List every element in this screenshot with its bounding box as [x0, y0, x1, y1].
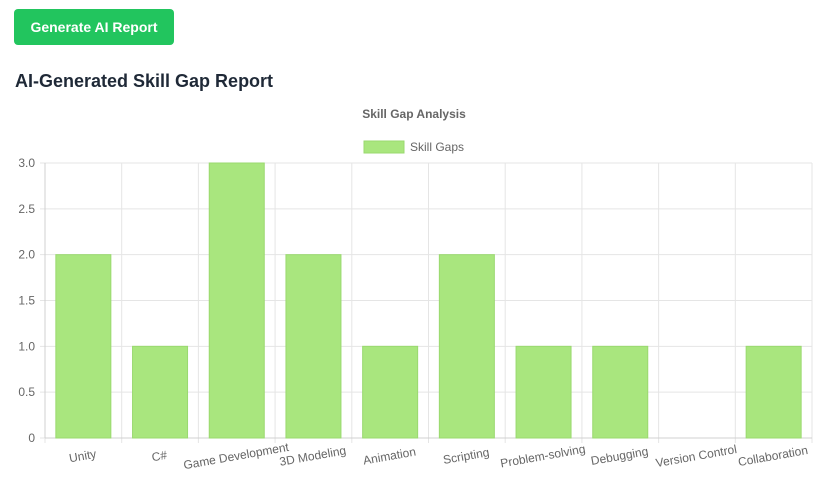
x-tick-label: Debugging — [590, 444, 650, 468]
x-tick-label: Game Development — [182, 440, 290, 472]
x-tick-label: Unity — [68, 447, 97, 466]
y-tick-label: 2.0 — [18, 248, 35, 262]
y-tick-label: 1.0 — [18, 339, 35, 353]
y-tick-label: 0.5 — [18, 385, 35, 399]
legend-label: Skill Gaps — [410, 140, 464, 154]
x-tick-label: Problem-solving — [499, 442, 586, 471]
generate-ai-report-button[interactable]: Generate AI Report — [14, 9, 174, 45]
bar — [132, 345, 189, 439]
y-tick-label: 2.5 — [18, 202, 35, 216]
bar — [208, 162, 265, 439]
bar — [515, 345, 572, 439]
x-tick-label: 3D Modeling — [278, 443, 347, 468]
y-tick-label: 1.5 — [18, 294, 35, 308]
bar — [438, 254, 495, 439]
y-tick-label: 0 — [28, 431, 35, 445]
x-tick-label: C# — [151, 448, 169, 465]
x-tick-label: Scripting — [442, 445, 490, 467]
report-title: AI-Generated Skill Gap Report — [15, 71, 274, 91]
bar — [362, 345, 419, 439]
bar — [745, 345, 802, 439]
bar — [55, 254, 112, 439]
x-tick-label: Animation — [362, 445, 417, 468]
chart-title: Skill Gap Analysis — [362, 107, 466, 121]
bar — [285, 254, 342, 439]
x-tick-label: Version Control — [655, 442, 738, 470]
legend-swatch — [363, 140, 405, 154]
x-tick-label: Collaboration — [737, 443, 809, 469]
y-tick-label: 3.0 — [18, 156, 35, 170]
bars — [55, 162, 802, 439]
bar — [592, 345, 649, 439]
